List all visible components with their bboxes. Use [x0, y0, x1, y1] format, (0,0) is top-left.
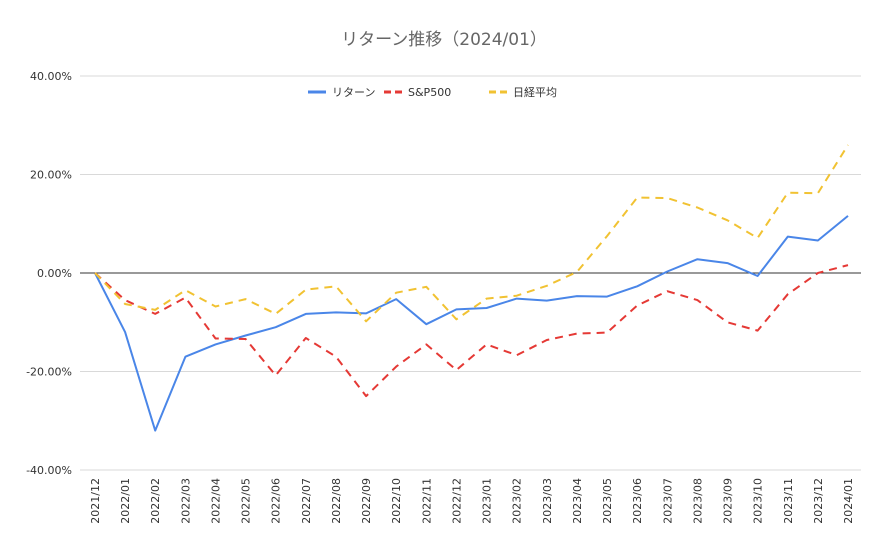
x-tick-label: 2023/10: [752, 478, 765, 524]
x-tick-label: 2023/09: [722, 478, 735, 524]
y-tick-label: -40.00%: [26, 464, 72, 477]
x-tick-label: 2022/12: [450, 478, 463, 524]
x-tick-label: 2022/11: [420, 478, 433, 524]
series-line-2: [94, 144, 849, 323]
x-tick-label: 2023/08: [691, 478, 704, 524]
x-tick-label: 2022/09: [360, 478, 373, 524]
x-tick-label: 2022/01: [119, 478, 132, 524]
legend-label: リターン: [332, 86, 375, 99]
x-tick-label: 2022/04: [209, 478, 222, 524]
x-tick-label: 2023/02: [511, 478, 524, 524]
x-tick-label: 2023/07: [661, 478, 674, 524]
x-tick-label: 2022/08: [330, 478, 343, 524]
x-tick-label: 2023/04: [571, 478, 584, 524]
x-tick-label: 2023/03: [541, 478, 554, 524]
x-tick-label: 2022/10: [390, 478, 403, 524]
x-axis-ticks: 2021/12 2022/01 2022/02 2022/03 2022/04 2022/…: [89, 478, 855, 524]
x-tick-label: 2022/02: [149, 478, 162, 524]
x-tick-label: 2022/05: [240, 478, 253, 524]
series-line-0: [94, 215, 849, 432]
x-tick-label: 2023/12: [812, 478, 825, 524]
gridlines: [80, 75, 861, 471]
y-tick-label: 40.00%: [30, 70, 72, 83]
x-tick-label: 2023/01: [481, 478, 494, 524]
x-tick-label: 2023/11: [782, 478, 795, 524]
series-line-1: [94, 264, 849, 398]
y-axis-ticks: 40.00% 20.00% 0.00% -20.00% -40.00%: [26, 70, 72, 477]
x-tick-label: 2021/12: [89, 478, 102, 524]
x-tick-label: 2023/06: [631, 478, 644, 524]
x-tick-label: 2022/07: [300, 478, 313, 524]
x-tick-label: 2022/03: [179, 478, 192, 524]
chart-title: リターン推移（2024/01）: [341, 30, 547, 50]
legend: リターン S&P500 日経平均: [308, 86, 557, 99]
legend-label: 日経平均: [513, 86, 557, 99]
x-tick-label: 2024/01: [842, 478, 855, 524]
y-tick-label: -20.00%: [26, 366, 72, 379]
x-tick-label: 2022/06: [270, 478, 283, 524]
legend-label: S&P500: [408, 86, 451, 99]
y-tick-label: 20.00%: [30, 169, 72, 182]
x-tick-label: 2023/05: [601, 478, 614, 524]
series-lines: [94, 144, 849, 432]
y-tick-label: 0.00%: [37, 267, 72, 280]
